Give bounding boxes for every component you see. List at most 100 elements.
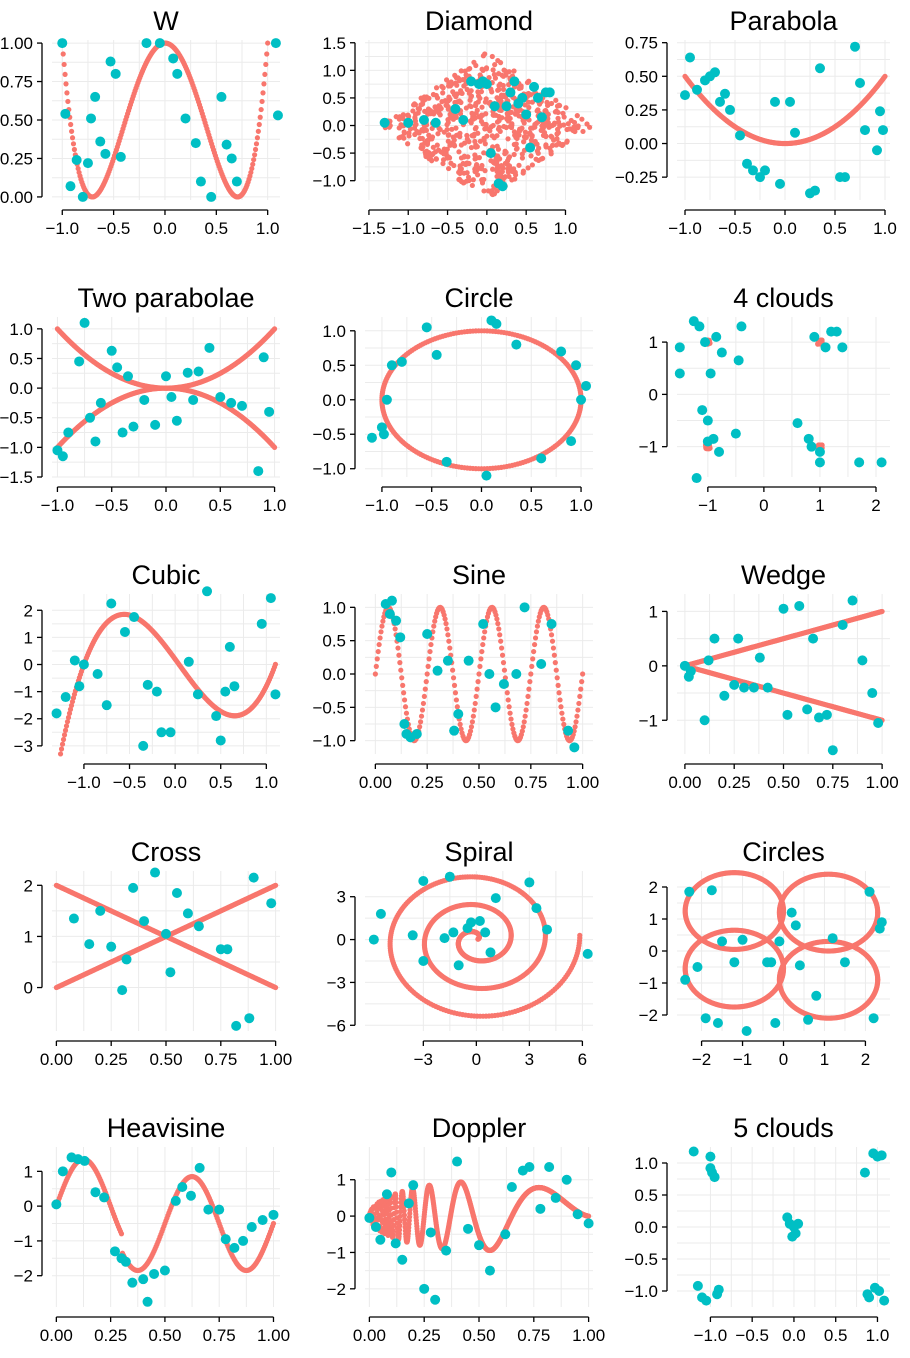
relationship-point	[502, 174, 508, 180]
relationship-point	[449, 126, 455, 132]
y-tick-label: −1.0	[312, 732, 346, 751]
relationship-point	[580, 671, 586, 677]
sample-point	[106, 941, 117, 952]
sample-point	[521, 109, 532, 120]
relationship-point	[463, 105, 469, 111]
sample-point	[256, 618, 267, 629]
relationship-point	[433, 156, 439, 162]
sample-point	[156, 727, 167, 738]
relationship-point	[549, 638, 556, 644]
sample-point	[272, 110, 283, 121]
relationship-point	[69, 135, 76, 141]
relationship-point	[397, 660, 403, 666]
sample-point	[760, 165, 770, 176]
sample-point	[121, 954, 132, 965]
relationship-point	[405, 141, 411, 147]
sample-point	[742, 158, 752, 169]
relationship-point	[444, 126, 450, 133]
relationship-point	[450, 675, 457, 681]
relationship-point	[533, 629, 540, 635]
y-tick-label: 3	[337, 888, 346, 907]
y-tick-label: −0.5	[312, 698, 346, 717]
panel-diamond: −1.0−0.50.00.51.01.5−1.5 −1.0 −0.5 0.0 0.5 1.…	[312, 6, 593, 238]
panel-title: Two parabolae	[77, 283, 254, 313]
relationship-point	[491, 112, 497, 118]
y-tick-label: 1	[24, 628, 33, 647]
relationship-point	[529, 162, 535, 168]
relationship-point	[553, 97, 559, 103]
sample-point	[582, 948, 593, 959]
relationship-point	[61, 732, 68, 738]
x-tick-label: 0.5	[205, 219, 229, 238]
relationship-point	[477, 114, 484, 121]
x-tick-label: 0.5	[514, 219, 538, 238]
relationship-point	[472, 169, 478, 175]
relationship-point	[471, 59, 477, 65]
relationship-point	[472, 700, 478, 707]
relationship-point	[529, 663, 535, 670]
relationship-point	[414, 128, 420, 135]
sample-point	[399, 719, 410, 729]
sample-point	[730, 428, 741, 439]
relationship-point	[532, 635, 539, 641]
x-tick-label: 0.0	[773, 219, 797, 238]
relationship-point	[264, 51, 270, 57]
sample-point	[536, 112, 547, 123]
relationship-point	[555, 115, 561, 121]
sample-point	[171, 887, 182, 898]
relationship-point	[505, 136, 511, 142]
relationship-point	[482, 629, 488, 635]
y-tick-label: 1	[649, 602, 658, 621]
relationship-point	[416, 106, 423, 112]
y-tick-label: 0	[649, 385, 658, 404]
sample-point	[150, 419, 161, 430]
relationship-point	[440, 160, 446, 167]
relationship-point	[443, 621, 449, 627]
sample-point	[875, 106, 885, 117]
relationship-point	[557, 697, 563, 703]
relationship-point	[376, 641, 382, 648]
sample-point	[439, 933, 450, 944]
relationship-point	[372, 671, 378, 677]
relationship-point	[467, 728, 474, 734]
sample-point	[815, 63, 825, 74]
sample-point	[57, 451, 68, 462]
x-tick-label: −3	[414, 1050, 433, 1069]
sample-point	[794, 600, 805, 611]
relationship-point	[481, 150, 487, 156]
relationship-point	[451, 682, 458, 688]
relationship-point	[520, 724, 526, 730]
sample-point	[106, 598, 117, 609]
relationship-point	[59, 741, 66, 747]
relationship-point	[445, 106, 451, 112]
sample-point	[733, 355, 744, 366]
relationship-point	[379, 623, 385, 629]
relationship-point	[423, 94, 430, 100]
sample-point	[85, 412, 95, 423]
sample-point	[840, 172, 850, 183]
sample-points	[379, 76, 555, 192]
relationship-point	[548, 151, 554, 157]
relationship-point	[252, 152, 258, 158]
sample-point	[700, 337, 711, 348]
sample-point	[193, 366, 204, 377]
panel-title: 4 clouds	[733, 283, 834, 313]
sample-point	[692, 84, 702, 95]
sample-points	[674, 316, 887, 484]
relationship-point	[400, 112, 406, 118]
y-tick-label: 1	[24, 927, 33, 946]
sample-point	[873, 717, 884, 728]
relationship-point	[521, 139, 527, 145]
relationship-point	[882, 73, 888, 79]
relationship-point	[533, 156, 539, 162]
relationship-point	[430, 144, 436, 150]
relationship-point	[494, 159, 500, 165]
x-tick-label: 0.50	[149, 1050, 182, 1069]
relationship-point	[445, 138, 451, 144]
relationship-point	[446, 155, 453, 161]
relationship-points	[382, 51, 593, 198]
y-tick-label: 0.0	[322, 391, 346, 410]
sample-point	[141, 38, 152, 49]
